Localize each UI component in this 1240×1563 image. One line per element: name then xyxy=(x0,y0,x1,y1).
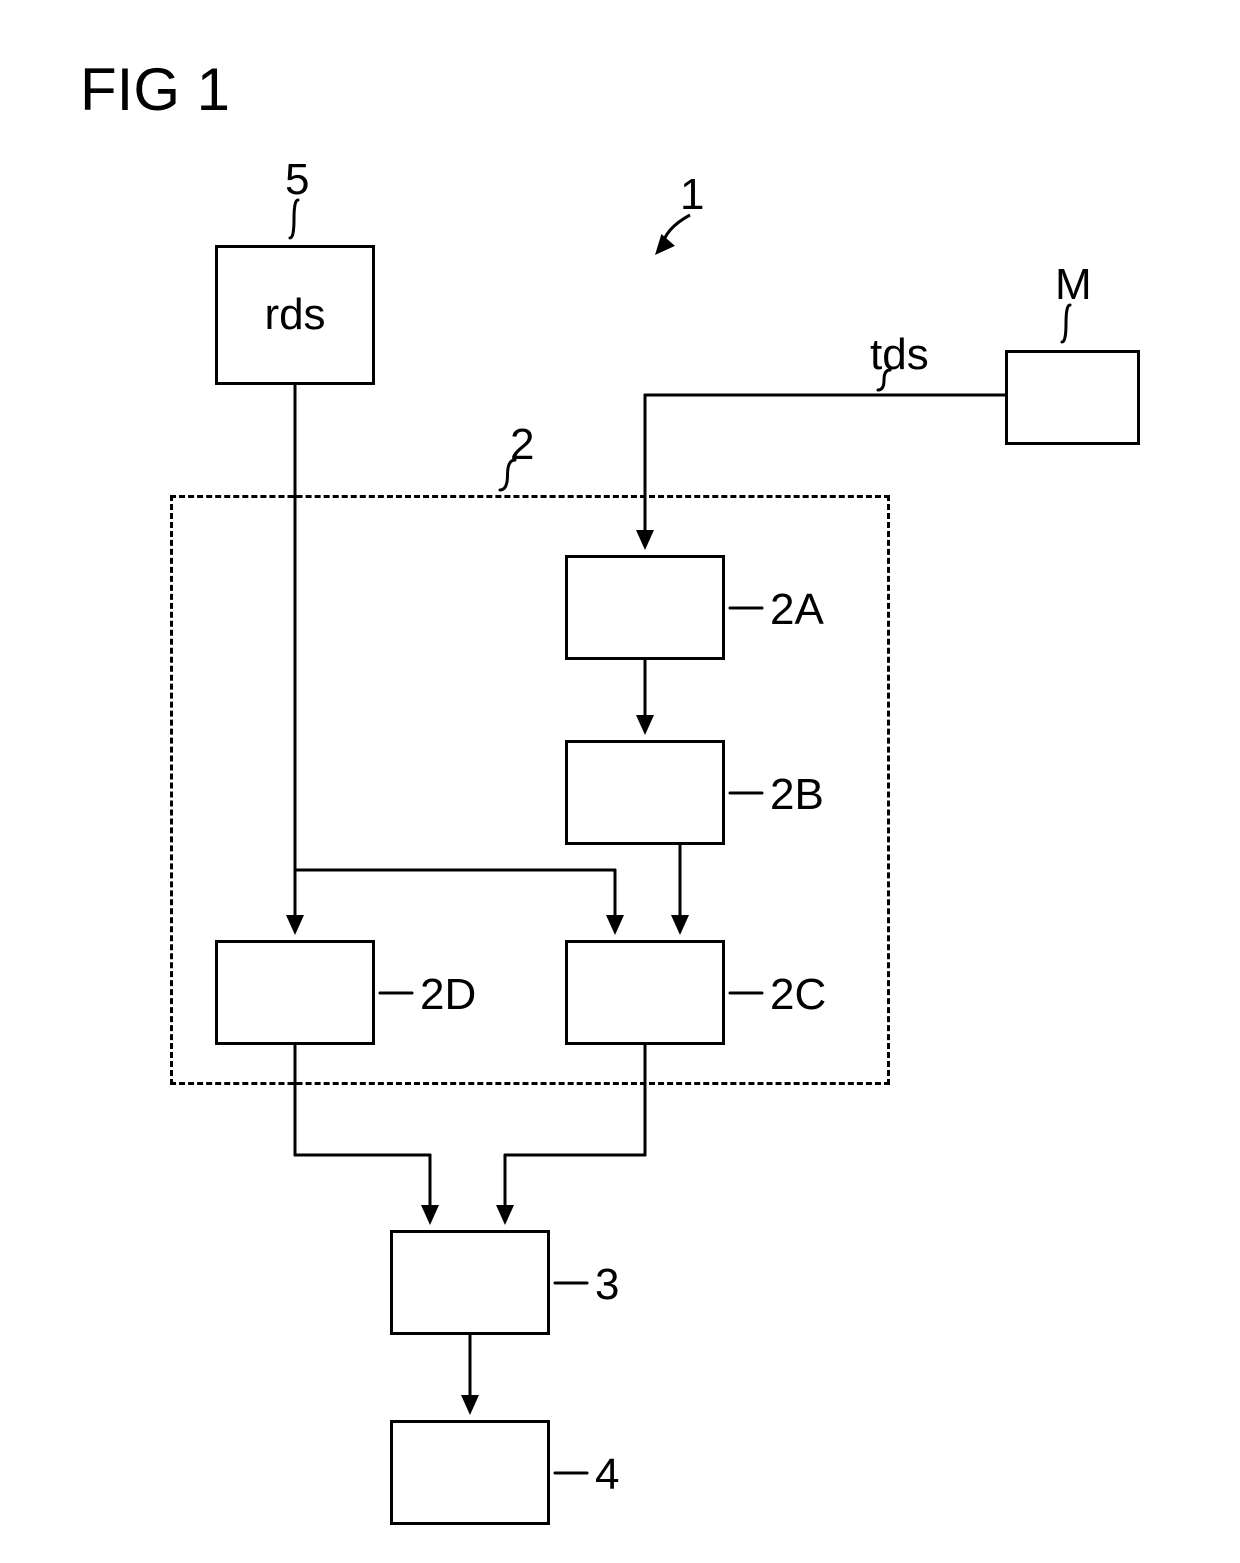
ref-label-M: M xyxy=(1055,260,1092,310)
node-2B xyxy=(565,740,725,845)
ref-label-2C: 2C xyxy=(770,970,826,1020)
figure-title: FIG 1 xyxy=(80,55,230,124)
node-2A xyxy=(565,555,725,660)
ref-label-2B: 2B xyxy=(770,770,824,820)
ref-label-4: 4 xyxy=(595,1450,619,1500)
ref-label-2A: 2A xyxy=(770,585,824,635)
node-rds-text: rds xyxy=(264,290,325,340)
free-label-1: 1 xyxy=(680,170,704,220)
node-M xyxy=(1005,350,1140,445)
node-2C xyxy=(565,940,725,1045)
node-2D xyxy=(215,940,375,1045)
ref-label-2D: 2D xyxy=(420,970,476,1020)
node-4 xyxy=(390,1420,550,1525)
ref-label-3: 3 xyxy=(595,1260,619,1310)
ref-label-2: 2 xyxy=(510,420,534,470)
node-3 xyxy=(390,1230,550,1335)
ref-label-5: 5 xyxy=(285,155,309,205)
free-label-tds: tds xyxy=(870,330,929,380)
node-rds: rds xyxy=(215,245,375,385)
